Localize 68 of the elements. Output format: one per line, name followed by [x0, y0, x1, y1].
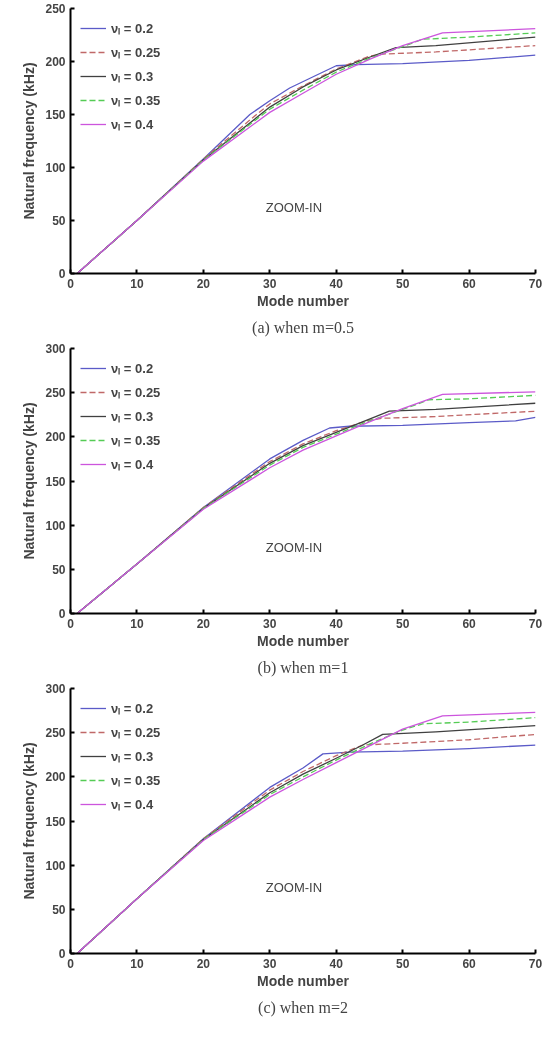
y-tick-label: 300 [45, 682, 66, 696]
y-tick-label: 100 [45, 161, 66, 175]
x-tick-label: 10 [130, 276, 144, 291]
y-axis-title: Natural frequency (kHz) [21, 742, 38, 900]
x-tick-label: 70 [528, 616, 543, 631]
y-tick-label: 100 [45, 518, 66, 533]
y-tick-label: 300 [45, 342, 66, 356]
x-tick-label: 10 [130, 616, 144, 631]
annotation: ZOOM-IN [265, 200, 323, 216]
y-tick-label: 250 [45, 726, 66, 741]
legend-label: νₗ = 0.3 [111, 408, 154, 425]
x-tick-label: 20 [196, 276, 211, 291]
x-tick-label: 50 [395, 276, 410, 291]
y-tick-label: 100 [45, 858, 66, 873]
x-tick-label: 20 [196, 956, 211, 971]
y-tick-label: 50 [52, 562, 66, 577]
x-tick-label: 30 [263, 956, 277, 971]
legend-label: νₗ = 0.3 [111, 68, 154, 85]
y-tick-label: 250 [45, 2, 66, 16]
x-tick-label: 70 [528, 956, 543, 971]
x-tick-label: 40 [329, 276, 344, 291]
y-tick-label: 0 [58, 607, 66, 621]
x-tick-label: 40 [329, 956, 344, 971]
x-tick-label: 60 [462, 276, 477, 291]
y-tick-label: 50 [52, 214, 66, 228]
legend-label: νₗ = 0.25 [111, 724, 161, 741]
annotation: ZOOM-IN [265, 880, 323, 896]
legend-label: νₗ = 0.2 [111, 360, 154, 377]
x-tick-label: 40 [329, 616, 344, 631]
y-tick-label: 250 [45, 386, 66, 401]
legend-label: νₗ = 0.35 [111, 92, 161, 109]
x-tick-label: 60 [462, 616, 477, 631]
y-axis-title: Natural frequency (kHz) [21, 62, 38, 220]
legend-label: νₗ = 0.25 [111, 44, 161, 61]
text: (a) when m=0.5 [252, 318, 354, 337]
x-tick-label: 20 [196, 616, 211, 631]
annotation: ZOOM-IN [265, 540, 323, 556]
x-tick-label: 50 [395, 956, 410, 971]
y-tick-label: 200 [45, 430, 66, 445]
y-tick-label: 200 [45, 55, 66, 69]
y-tick-label: 0 [58, 267, 66, 281]
legend-label: νₗ = 0.3 [111, 748, 154, 765]
legend-label: νₗ = 0.4 [111, 116, 154, 133]
y-axis-title: Natural frequency (kHz) [21, 402, 38, 560]
legend-label: νₗ = 0.4 [111, 796, 154, 813]
y-tick-label: 200 [45, 770, 66, 785]
text: (b) when m=1 [257, 658, 349, 677]
x-tick-label: 70 [528, 276, 543, 291]
x-tick-label: 50 [395, 616, 410, 631]
legend-label: νₗ = 0.35 [111, 432, 161, 449]
legend-label: νₗ = 0.35 [111, 772, 161, 789]
y-tick-label: 150 [45, 474, 66, 489]
legend-label: νₗ = 0.25 [111, 384, 161, 401]
y-tick-label: 150 [45, 814, 66, 829]
legend-label: νₗ = 0.2 [111, 20, 154, 37]
x-tick-label: 60 [462, 956, 477, 971]
text: (c) when m=2 [258, 998, 348, 1017]
legend-label: νₗ = 0.2 [111, 700, 154, 717]
x-axis-title: Mode number [257, 632, 350, 649]
x-tick-label: 30 [263, 616, 277, 631]
x-axis-title: Mode number [257, 292, 350, 309]
x-tick-label: 10 [130, 956, 144, 971]
y-tick-label: 0 [58, 947, 66, 961]
x-tick-label: 30 [263, 276, 277, 291]
legend-label: νₗ = 0.4 [111, 456, 154, 473]
x-axis-title: Mode number [257, 972, 350, 989]
y-tick-label: 150 [45, 108, 66, 122]
y-tick-label: 50 [52, 902, 66, 917]
